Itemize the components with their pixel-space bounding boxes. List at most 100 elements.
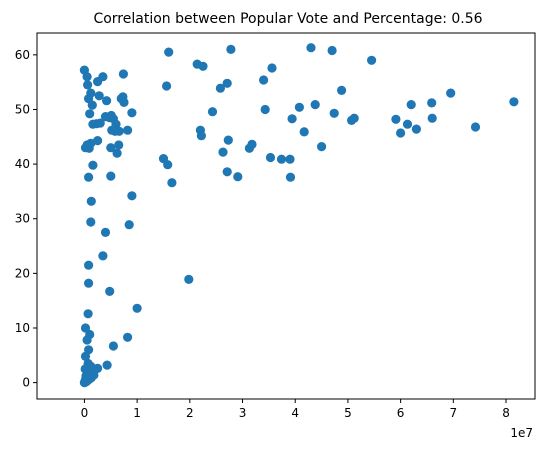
data-point [84,278,94,288]
data-point [287,114,297,124]
x-tick-label: 0 [81,406,89,420]
data-point [233,172,243,182]
data-point [327,45,337,56]
chart-title: Correlation between Popular Vote and Per… [93,11,482,27]
data-point [106,143,116,153]
data-point [80,351,91,361]
data-point [95,118,105,128]
data-point [163,160,173,170]
data-point [123,332,133,342]
data-point [260,104,270,115]
data-point [94,91,104,101]
x-tick-label: 7 [449,406,457,420]
data-point [102,96,112,106]
data-point [164,47,174,57]
data-point [124,220,134,230]
data-point [306,43,316,53]
data-point [222,78,232,88]
data-point [114,140,124,150]
y-tick-label: 50 [15,102,30,116]
data-point [207,107,218,117]
data-point [285,172,296,182]
data-point [162,81,172,91]
data-point [427,98,437,108]
data-point [470,122,481,132]
data-point [119,97,129,107]
data-point [299,127,309,137]
data-point [391,114,401,124]
data-point [83,80,93,90]
data-point [285,154,295,164]
data-point [80,323,91,333]
data-point [411,124,421,134]
x-tick-label: 5 [344,406,352,420]
x-tick-label: 6 [397,406,405,420]
data-point [127,108,137,118]
data-point [93,136,103,146]
data-point [123,125,133,135]
data-point [317,142,327,152]
y-tick-label: 20 [15,266,30,280]
data-point [198,61,208,71]
data-point [310,100,320,110]
data-point [396,128,406,138]
data-point [98,251,108,261]
plot-frame [36,32,536,400]
data-point [167,178,177,188]
data-point [102,360,112,370]
data-point [184,274,194,284]
data-points [79,43,519,388]
data-point [108,341,118,351]
data-point [106,171,116,181]
data-point [509,97,519,107]
data-point [222,167,232,177]
y-tick-label: 60 [15,48,30,62]
x-tick-label: 2 [186,406,194,420]
data-point [265,152,276,163]
data-point [218,147,228,157]
data-point [85,109,95,119]
data-point [100,227,111,237]
data-point [337,85,347,95]
data-point [402,119,413,129]
data-point [267,63,277,73]
x-tick-label: 8 [502,406,510,420]
y-tick-label: 10 [15,321,30,335]
data-point [196,131,206,141]
data-point [80,364,90,374]
data-point [406,100,416,110]
x-tick-label: 1 [133,406,141,420]
x-tick-label: 3 [239,406,247,420]
data-point [112,148,122,158]
data-point [83,309,93,319]
data-point [215,83,225,93]
data-point [84,172,94,182]
y-tick-label: 40 [15,157,30,171]
y-tick-label: 0 [22,376,30,390]
data-point [87,100,97,110]
x-tick-label: 4 [291,406,299,420]
data-point [427,113,437,123]
data-point [88,160,98,170]
data-point [86,217,96,227]
data-point [446,88,456,98]
data-point [83,372,93,382]
data-point [86,196,96,206]
data-point [114,126,124,136]
y-axis: 0 10 20 30 40 50 60 [15,48,37,390]
data-point [223,135,233,145]
y-tick-label: 30 [15,212,30,226]
data-point [367,55,377,65]
data-point [276,154,287,164]
x-axis: 0 1 2 3 4 5 6 7 8 [81,399,510,420]
data-point [132,303,142,313]
data-point [82,72,92,82]
data-point [105,286,115,296]
data-point [98,72,108,82]
x-offset-label: 1e7 [510,426,533,440]
data-point [329,108,339,118]
data-point [82,335,92,345]
data-point [247,139,257,149]
data-point [84,260,94,270]
